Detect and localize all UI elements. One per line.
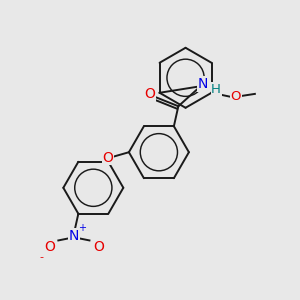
Text: O: O [144,87,155,101]
Text: -: - [40,252,44,262]
Text: N: N [198,77,208,91]
Text: H: H [211,83,221,96]
Text: O: O [44,240,55,254]
Text: O: O [93,240,104,254]
Text: +: + [78,223,86,233]
Text: O: O [102,151,113,165]
Text: O: O [231,90,241,103]
Text: N: N [69,229,79,243]
